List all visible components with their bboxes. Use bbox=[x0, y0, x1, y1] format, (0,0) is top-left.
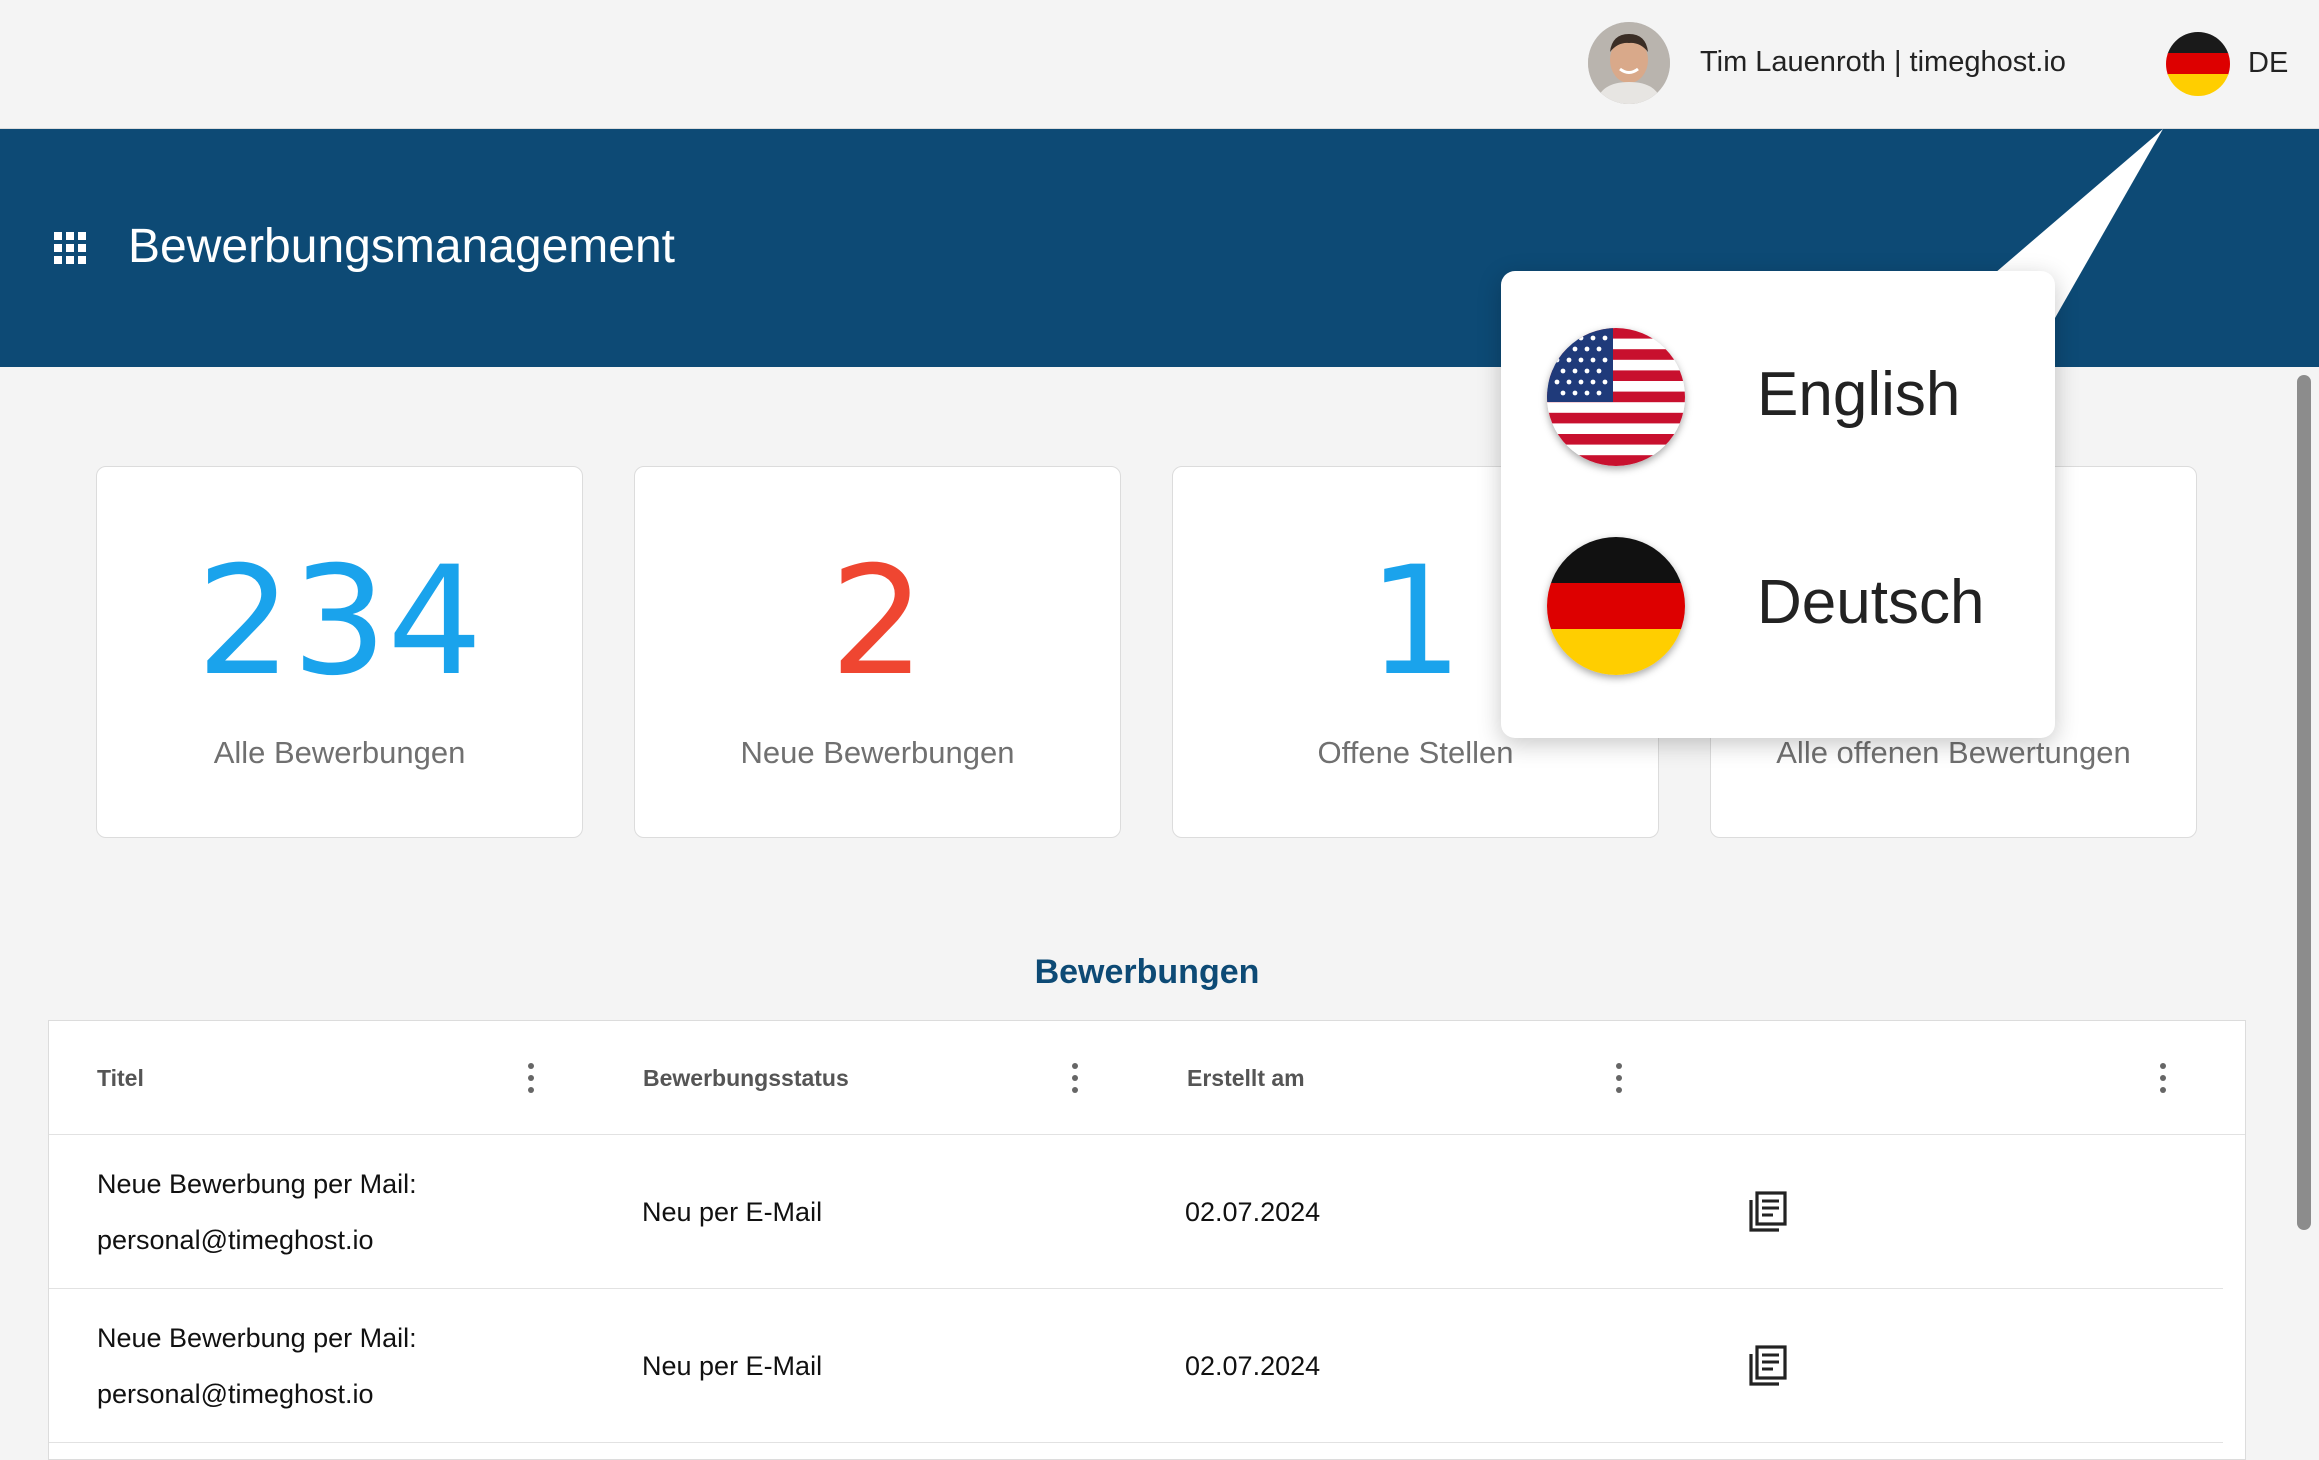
column-header-title[interactable]: Titel bbox=[97, 1065, 144, 1091]
document-icon[interactable] bbox=[1746, 1344, 1790, 1388]
stat-label: Alle offenen Bewertungen bbox=[1776, 735, 2131, 770]
language-option-label: English bbox=[1757, 360, 1961, 429]
row-title-line1: Neue Bewerbung per Mail: bbox=[97, 1169, 417, 1199]
row-created-date: 02.07.2024 bbox=[1185, 1197, 1321, 1227]
header-divider bbox=[49, 1134, 2245, 1135]
applications-section-title: Bewerbungen bbox=[1034, 953, 1260, 991]
stat-label: Neue Bewerbungen bbox=[740, 735, 1015, 770]
language-switcher[interactable]: DE bbox=[2248, 47, 2289, 79]
row-created-date: 02.07.2024 bbox=[1185, 1351, 1321, 1381]
language-option-deutsch[interactable]: Deutsch bbox=[1501, 481, 2055, 681]
user-avatar[interactable] bbox=[1588, 22, 1670, 104]
row-title-line2: personal@timeghost.io bbox=[97, 1225, 374, 1255]
column-menu-icon[interactable] bbox=[1071, 1063, 1079, 1093]
language-option-english[interactable]: English bbox=[1501, 271, 2055, 471]
stat-value: 2 bbox=[829, 535, 926, 709]
page-header: Bewerbungsmanagement bbox=[0, 129, 2319, 367]
row-status: Neu per E-Mail bbox=[642, 1197, 823, 1227]
stat-value: 234 bbox=[196, 535, 483, 709]
top-bar: Tim Lauenroth | timeghost.io DE bbox=[0, 0, 2319, 129]
column-menu-icon[interactable] bbox=[1615, 1063, 1623, 1093]
de-flag-icon bbox=[1547, 537, 1685, 675]
column-header-status[interactable]: Bewerbungsstatus bbox=[643, 1065, 849, 1091]
stat-card-new-applications[interactable]: 2 Neue Bewerbungen bbox=[634, 466, 1121, 838]
column-menu-icon[interactable] bbox=[2159, 1063, 2167, 1093]
column-menu-icon[interactable] bbox=[527, 1063, 535, 1093]
vertical-scrollbar[interactable] bbox=[2297, 375, 2311, 1230]
row-title-line2: personal@timeghost.io bbox=[97, 1379, 374, 1409]
row-title-line1: Neue Bewerbung per Mail: bbox=[97, 1323, 417, 1353]
stat-value: 1 bbox=[1367, 535, 1464, 709]
language-menu: English Deutsch bbox=[1501, 271, 2055, 738]
stat-label: Alle Bewerbungen bbox=[213, 735, 466, 770]
user-name[interactable]: Tim Lauenroth | timeghost.io bbox=[1700, 46, 2066, 78]
apps-grid-icon[interactable] bbox=[54, 232, 88, 266]
row-divider bbox=[49, 1288, 2223, 1289]
document-icon[interactable] bbox=[1746, 1190, 1790, 1234]
applications-table: Titel Bewerbungsstatus Erstellt am Neue … bbox=[48, 1020, 2246, 1460]
language-option-label: Deutsch bbox=[1757, 568, 1985, 637]
row-status: Neu per E-Mail bbox=[642, 1351, 823, 1381]
stat-card-all-applications[interactable]: 234 Alle Bewerbungen bbox=[96, 466, 583, 838]
page-title: Bewerbungsmanagement bbox=[128, 220, 676, 273]
row-divider bbox=[49, 1442, 2223, 1443]
de-flag-icon[interactable] bbox=[2166, 32, 2230, 96]
us-flag-icon bbox=[1547, 328, 1685, 466]
column-header-created[interactable]: Erstellt am bbox=[1187, 1065, 1305, 1091]
stat-label: Offene Stellen bbox=[1317, 735, 1514, 770]
